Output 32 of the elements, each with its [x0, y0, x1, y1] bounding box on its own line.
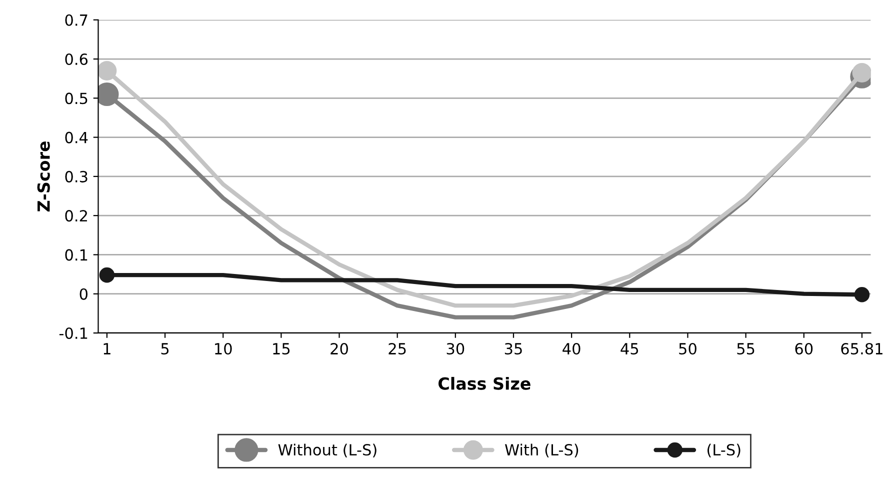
- point: [99, 267, 115, 283]
- x-tick-label: 40: [562, 342, 580, 355]
- x-tick-label: 25: [388, 342, 406, 355]
- y-axis-title: Z-Score: [37, 141, 50, 212]
- legend-label: Without (L-S): [278, 444, 376, 458]
- point: [852, 62, 871, 82]
- y-tick-label: 0.5: [65, 92, 88, 104]
- y-tick-label: 0.4: [65, 132, 88, 144]
- x-tick-label: 50: [679, 342, 696, 355]
- x-tick-label: 55: [737, 343, 754, 355]
- x-tick-label: 60: [795, 342, 813, 355]
- x-tick-label: 30: [446, 342, 464, 355]
- y-tick-label: 0: [80, 288, 88, 300]
- y-tick-label: 0.3: [65, 170, 88, 182]
- x-axis-title: Class Size: [438, 376, 530, 390]
- y-tick-label: 0.7: [65, 14, 88, 26]
- point: [854, 286, 870, 302]
- point: [98, 61, 117, 80]
- x-tick-label: 65.81: [841, 342, 882, 355]
- x-tick-label: 1: [104, 343, 110, 354]
- x-tick-label: 5: [161, 343, 169, 355]
- y-tick-label: 0.1: [65, 249, 88, 261]
- legend-label: (L-S): [708, 444, 740, 458]
- y-tick-label: 0.6: [65, 53, 88, 66]
- x-tick-label: 45: [620, 343, 638, 355]
- x-tick-label: 20: [330, 342, 348, 355]
- y-tick-label: 0.2: [65, 210, 87, 222]
- x-tick-label: 15: [273, 343, 290, 355]
- x-tick-label: 35: [504, 342, 522, 355]
- legend-label: With (L-S): [504, 444, 578, 458]
- x-tick-label: 10: [215, 342, 232, 355]
- y-tick-label: -0.1: [59, 327, 88, 340]
